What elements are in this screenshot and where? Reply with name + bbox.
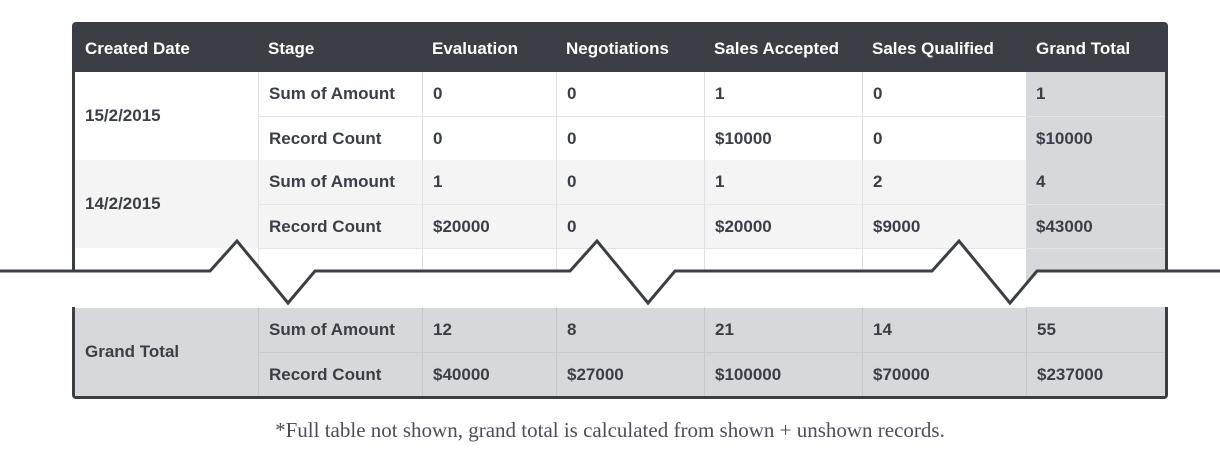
- value-negotiations: 0: [556, 204, 704, 248]
- value-sales-qualified: 0: [862, 72, 1026, 116]
- value-negotiations: 0: [556, 160, 704, 204]
- value-negotiations: 0: [556, 72, 704, 116]
- value-sales-accepted: $20000: [704, 204, 862, 248]
- header-evaluation: Evaluation: [432, 38, 518, 58]
- value-sales-accepted: 1: [704, 72, 862, 116]
- value-evaluation: 0: [422, 72, 556, 116]
- stage-label: Sum of Amount: [258, 160, 422, 204]
- value-evaluation: 0: [422, 116, 556, 160]
- value-grand-total: $237000: [1026, 352, 1165, 396]
- table-row: Record Count 0 0 $10000 0 $10000: [75, 116, 1165, 160]
- table-row: Record Count $40000 $27000 $100000 $7000…: [75, 352, 1165, 396]
- stage-label: Sum of Amount: [258, 308, 422, 352]
- value-evaluation: $40000: [422, 352, 556, 396]
- stage-label: Sum of Amount: [258, 72, 422, 116]
- header-sales-accepted: Sales Accepted: [714, 38, 840, 58]
- table-row: Record Count $20000 0 $20000 $9000 $4300…: [75, 204, 1165, 248]
- zigzag-line: [0, 238, 1220, 306]
- value-negotiations: 8: [556, 308, 704, 352]
- value-sales-qualified: 2: [862, 160, 1026, 204]
- value-grand-total: $43000: [1026, 204, 1165, 248]
- pivot-table: Created Date Stage Evaluation Negotiatio…: [72, 22, 1168, 399]
- value-sales-accepted: $100000: [704, 352, 862, 396]
- header-created-date: Created Date: [85, 38, 190, 58]
- table-row: Sum of Amount 0 0 1 0 1: [75, 72, 1165, 116]
- table-row: Sum of Amount 12 8 21 14 55: [75, 308, 1165, 352]
- value-sales-accepted: $10000: [704, 116, 862, 160]
- value-sales-qualified: $9000: [862, 204, 1026, 248]
- header-stage: Stage: [268, 38, 315, 58]
- value-evaluation: 12: [422, 308, 556, 352]
- value-sales-qualified: 0: [862, 116, 1026, 160]
- table-break-divider: [0, 238, 1220, 307]
- stage-label: Record Count: [258, 204, 422, 248]
- value-evaluation: $20000: [422, 204, 556, 248]
- value-sales-accepted: 1: [704, 160, 862, 204]
- footnote: *Full table not shown, grand total is ca…: [275, 418, 945, 442]
- value-negotiations: 0: [556, 116, 704, 160]
- header-row: Created Date Stage Evaluation Negotiatio…: [75, 25, 1165, 72]
- value-grand-total: 4: [1026, 160, 1165, 204]
- value-grand-total: 55: [1026, 308, 1165, 352]
- created-date: 14/2/2015: [85, 194, 161, 213]
- header-sales-qualified: Sales Qualified: [872, 38, 994, 58]
- value-evaluation: 1: [422, 160, 556, 204]
- created-date: 15/2/2015: [85, 106, 161, 125]
- grand-total-label: Grand Total: [85, 342, 180, 361]
- break-mask: [0, 241, 1220, 307]
- header-grand-total: Grand Total: [1036, 38, 1131, 58]
- header-negotiations: Negotiations: [566, 38, 669, 58]
- value-sales-accepted: 21: [704, 308, 862, 352]
- table-row: Sum of Amount 1 0 1 2 4: [75, 160, 1165, 204]
- stage-label: Record Count: [258, 116, 422, 160]
- value-sales-qualified: 14: [862, 308, 1026, 352]
- value-grand-total: 1: [1026, 72, 1165, 116]
- stage-label: Record Count: [258, 352, 422, 396]
- date-group: 15/2/2015: [75, 72, 1165, 160]
- value-negotiations: $27000: [556, 352, 704, 396]
- value-sales-qualified: $70000: [862, 352, 1026, 396]
- value-grand-total: $10000: [1026, 116, 1165, 160]
